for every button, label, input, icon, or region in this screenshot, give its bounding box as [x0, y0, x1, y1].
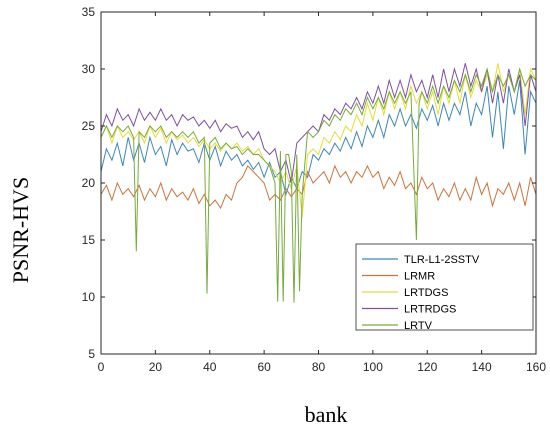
x-tick-label: 80 [312, 360, 326, 374]
x-tick-label: 20 [149, 360, 163, 374]
legend-box [355, 243, 534, 331]
series-line-3 [100, 63, 537, 218]
series-layer [100, 63, 537, 303]
legend-label-3: LRTDGS [404, 287, 448, 299]
y-tick-label: 5 [88, 347, 95, 361]
x-tick-label: 100 [363, 360, 383, 374]
x-tick-label: 60 [257, 360, 271, 374]
x-tick-label: 40 [203, 360, 217, 374]
series-line-2 [100, 164, 537, 210]
legend-label-1: TLR-L1-2SSTV [404, 254, 480, 266]
y-tick-label: 10 [82, 290, 96, 304]
series-line-1 [100, 80, 537, 197]
y-axis-ticks: 5 10 15 20 25 30 35 [82, 5, 536, 361]
x-axis-title: bank [305, 402, 348, 427]
x-tick-label: 160 [526, 360, 546, 374]
legend-label-5: LRTV [404, 320, 433, 332]
x-tick-label: 140 [472, 360, 492, 374]
legend-label-4: LRTRDGS [404, 304, 456, 316]
series-line-5 [100, 67, 537, 303]
x-axis-ticks: 0 20 40 60 80 100 120 140 160 [98, 12, 546, 374]
x-tick-label: 120 [417, 360, 437, 374]
y-tick-label: 30 [82, 62, 96, 76]
y-tick-label: 20 [82, 176, 96, 190]
legend: TLR-L1-2SSTV LRMR LRTDGS LRTRDGS LRTV [355, 243, 534, 332]
y-tick-label: 25 [82, 119, 96, 133]
y-tick-label: 35 [82, 5, 96, 19]
y-tick-label: 15 [82, 233, 96, 247]
legend-label-2: LRMR [404, 271, 435, 283]
x-tick-label: 0 [98, 360, 105, 374]
y-axis-title: PSNR-HVS [8, 177, 33, 283]
